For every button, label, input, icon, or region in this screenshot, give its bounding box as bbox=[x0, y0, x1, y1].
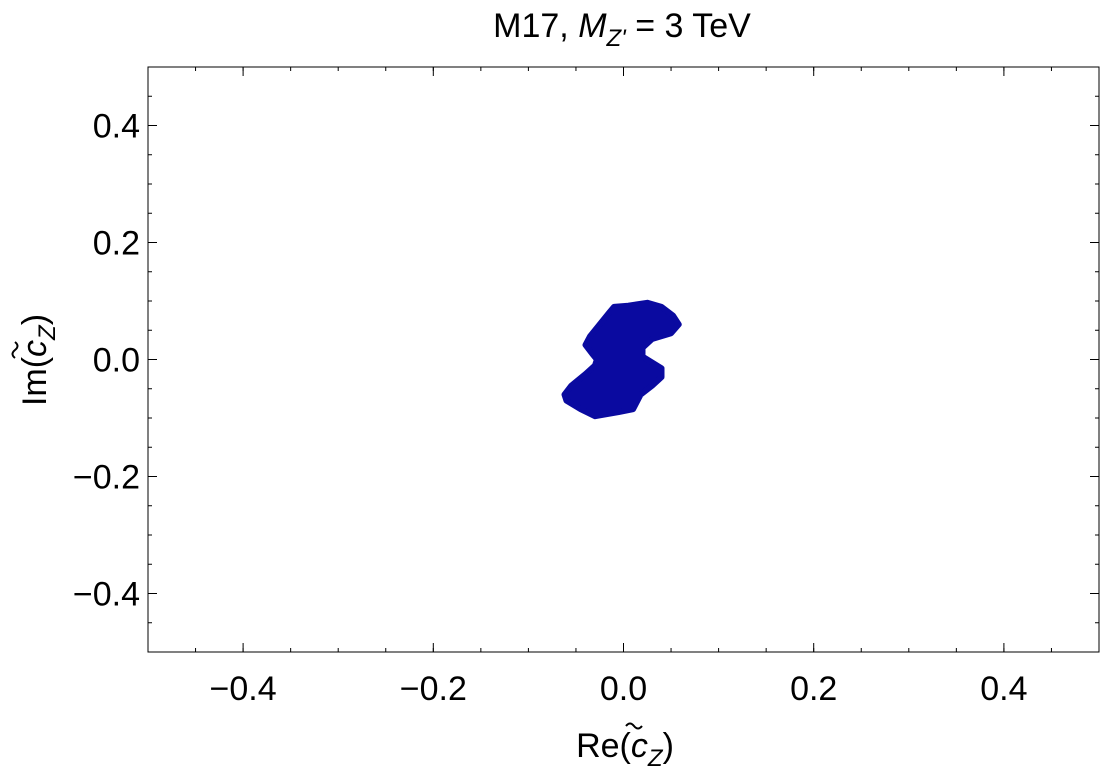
allowed-region bbox=[561, 299, 682, 420]
tick-labels: −0.4 −0.2 0.0 0.2 0.4 −0.4 −0.2 0.0 0.2 0.4 bbox=[73, 108, 1028, 709]
y-title-tilde bbox=[11, 341, 19, 359]
x-title-tilde bbox=[625, 722, 643, 730]
chart-title: M17, MZ' = 3 TeV bbox=[493, 7, 751, 52]
y-axis-title: Im(cZ) bbox=[11, 314, 61, 406]
axis-ticks bbox=[147, 66, 1100, 653]
y-tick-label: 0.4 bbox=[93, 108, 140, 146]
y-tick-label: −0.2 bbox=[73, 459, 140, 497]
y-tick-label: 0.2 bbox=[93, 225, 140, 263]
svg-text:Re(cZ): Re(cZ) bbox=[576, 727, 674, 771]
region-layer bbox=[561, 299, 682, 420]
x-tick-label: −0.2 bbox=[400, 670, 467, 708]
x-tick-label: 0.4 bbox=[980, 670, 1027, 708]
y-tick-label: −0.4 bbox=[73, 576, 140, 614]
x-tick-label: 0.0 bbox=[600, 670, 647, 708]
x-tick-label: −0.4 bbox=[210, 670, 277, 708]
svg-text:Im(cZ): Im(cZ) bbox=[16, 314, 61, 406]
x-tick-label: 0.2 bbox=[790, 670, 837, 708]
x-axis-title: Re(cZ) bbox=[576, 722, 674, 771]
y-tick-label: 0.0 bbox=[93, 342, 140, 380]
